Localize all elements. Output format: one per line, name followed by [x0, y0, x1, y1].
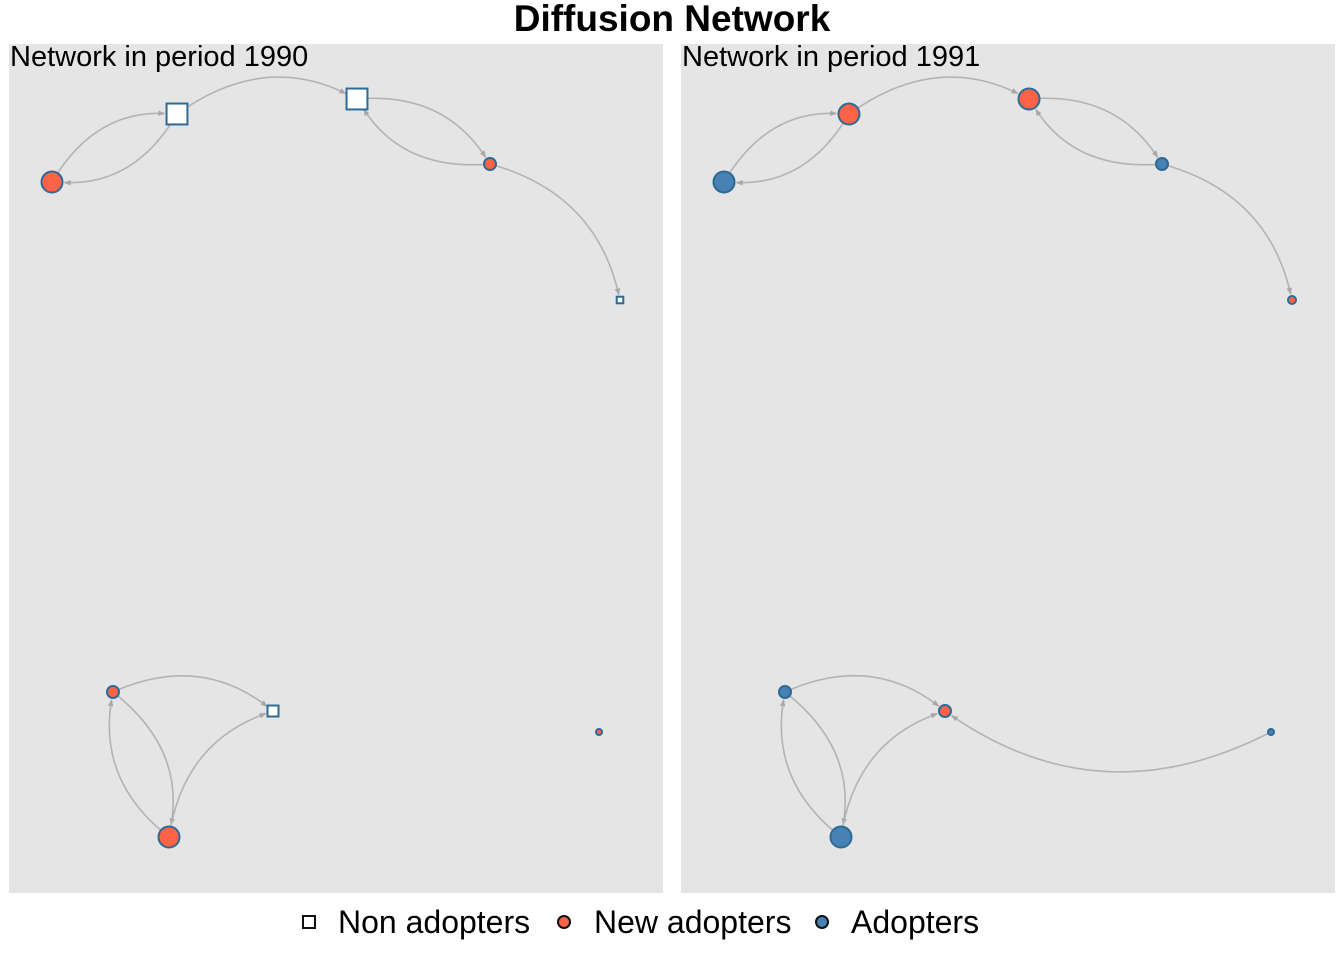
node-I [938, 704, 952, 718]
node-G [1267, 728, 1275, 736]
edge-C-D [1028, 97, 1159, 158]
edge-B-C [848, 76, 1019, 115]
node-D [1155, 157, 1169, 171]
network-panel-1990: Network in period 1990 [9, 41, 663, 893]
edge-B-A [63, 113, 178, 186]
edge-A-B [723, 110, 838, 183]
network-graph-1990 [40, 76, 625, 849]
legend-blue-circle-icon [815, 915, 829, 929]
node-E [1287, 295, 1297, 305]
node-D [483, 157, 497, 171]
node-I [266, 704, 280, 718]
edge-D-E [1161, 163, 1293, 295]
legend-label-new-adopters: New adopters [594, 904, 792, 940]
edge-H-F [779, 699, 842, 838]
node-H [829, 825, 853, 849]
panel-title-1990: Network in period 1990 [10, 41, 309, 73]
main-title: Diffusion Network [513, 0, 831, 39]
edge-B-C [176, 76, 347, 115]
edge-D-C [363, 108, 491, 166]
node-A [40, 170, 64, 194]
edge-G-I [951, 714, 1272, 773]
edge-D-C [1035, 108, 1163, 166]
edge-D-E [489, 163, 621, 296]
node-E [615, 295, 625, 305]
node-B [837, 102, 861, 126]
legend-label-adopters: Adopters [851, 904, 980, 940]
edge-F-I [112, 674, 268, 708]
network-panel-1991: Network in period 1991 [681, 41, 1335, 893]
edge-H-I [168, 712, 267, 838]
edge-C-D [356, 97, 487, 158]
edge-H-F [107, 699, 170, 838]
edge-A-B [51, 110, 166, 183]
node-C [1017, 87, 1041, 111]
node-C [345, 87, 369, 111]
edge-F-I [784, 674, 940, 707]
network-graph-1991 [712, 76, 1297, 849]
edge-F-H [112, 691, 175, 826]
node-H [157, 825, 181, 849]
node-F [778, 685, 792, 699]
legend-red-circle-icon [557, 915, 571, 929]
edge-B-A [735, 113, 850, 186]
node-G [595, 728, 603, 736]
legend: Non adopters New adopters Adopters [0, 900, 1344, 944]
legend-label-non-adopters: Non adopters [338, 904, 531, 940]
edge-H-I [840, 712, 939, 838]
legend-square-icon [302, 915, 316, 929]
node-A [712, 170, 736, 194]
node-B [165, 102, 189, 126]
edge-F-H [784, 691, 847, 826]
panel-title-1991: Network in period 1991 [682, 41, 981, 73]
node-F [106, 685, 120, 699]
